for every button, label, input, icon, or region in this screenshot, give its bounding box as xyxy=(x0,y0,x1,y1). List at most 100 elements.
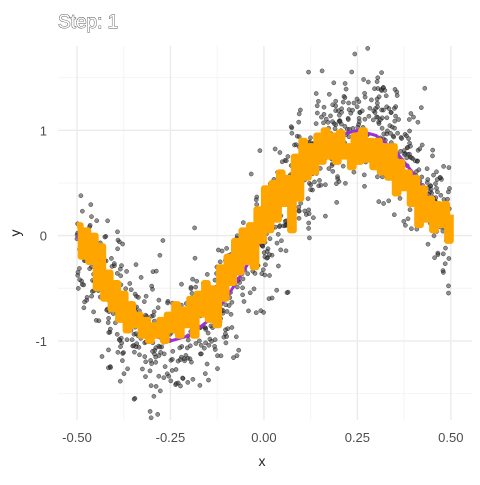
scatter-point xyxy=(106,347,111,353)
scatter-point xyxy=(262,272,268,278)
scatter-point xyxy=(257,148,263,153)
scatter-point xyxy=(185,337,191,343)
scatter-point xyxy=(252,271,258,276)
scatter-point xyxy=(361,77,366,82)
scatter-point xyxy=(393,113,398,119)
scatter-point xyxy=(114,331,120,337)
scatter-point xyxy=(435,252,441,257)
scatter-point xyxy=(362,116,368,122)
scatter-point xyxy=(331,80,337,86)
scatter-point xyxy=(376,199,382,204)
scatter-point xyxy=(131,396,137,402)
scatter-point xyxy=(206,377,211,383)
scatter-point xyxy=(411,114,416,120)
scatter-point xyxy=(170,348,176,354)
scatter-point xyxy=(375,174,380,180)
scatter-point xyxy=(392,125,397,131)
scatter-point xyxy=(362,90,367,96)
scatter-point xyxy=(115,246,120,252)
scatter-point xyxy=(129,337,135,343)
scatter-point xyxy=(81,282,87,288)
scatter-point xyxy=(277,224,282,229)
scatter-point xyxy=(143,312,149,318)
scatter-point xyxy=(141,299,147,304)
scatter-point xyxy=(121,350,126,355)
scatter-point xyxy=(102,234,108,240)
scatter-point xyxy=(148,358,153,363)
scatter-point xyxy=(142,354,148,359)
scatter-point xyxy=(203,327,209,332)
scatter-point xyxy=(374,100,380,106)
scatter-point xyxy=(219,248,225,254)
scatter-point xyxy=(415,119,421,125)
scatter-point xyxy=(173,381,179,386)
scatter-point xyxy=(394,93,400,98)
scatter-point xyxy=(296,119,302,125)
scatter-point xyxy=(323,213,328,219)
scatter-point xyxy=(157,344,163,350)
scatter-point xyxy=(399,136,404,141)
scatter-point xyxy=(402,152,407,157)
scatter-point xyxy=(189,291,195,296)
scatter-point xyxy=(343,180,348,186)
scatter-point xyxy=(153,359,159,365)
scatter-point xyxy=(233,334,239,340)
scatter-point xyxy=(333,98,339,104)
scatter-point xyxy=(379,115,385,121)
scatter-point xyxy=(264,255,270,261)
scatter-point xyxy=(362,94,368,100)
scatter-point xyxy=(279,238,284,244)
scatter-point xyxy=(419,174,425,180)
scatter-point xyxy=(354,104,360,110)
scatter-point xyxy=(264,249,270,254)
scatter-point xyxy=(115,237,121,243)
scatter-point xyxy=(240,276,246,282)
scatter-point xyxy=(302,208,308,214)
scatter-point xyxy=(381,201,386,206)
scatter-point xyxy=(263,262,268,268)
scatter-point xyxy=(240,285,245,291)
scatter-point xyxy=(155,412,161,417)
scatter-point xyxy=(229,325,235,330)
scatter-point xyxy=(143,359,149,365)
scatter-point xyxy=(118,273,124,279)
scatter-point xyxy=(106,365,111,371)
scatter-point xyxy=(169,368,175,373)
scatter-point xyxy=(165,300,170,306)
scatter-point xyxy=(379,107,385,113)
scatter-point xyxy=(446,165,452,170)
scatter-point xyxy=(180,375,185,381)
scatter-point xyxy=(376,94,382,100)
scatter-point xyxy=(345,117,351,122)
scatter-point xyxy=(229,299,235,305)
scatter-point xyxy=(417,146,423,152)
scatter-point xyxy=(431,172,436,178)
scatter-point xyxy=(197,383,203,388)
scatter-point xyxy=(314,103,320,109)
scatter-point xyxy=(361,172,367,178)
scatter-point xyxy=(80,208,85,214)
scatter-point xyxy=(365,46,371,51)
scatter-point xyxy=(442,261,448,267)
scatter-point xyxy=(409,226,414,232)
scatter-point xyxy=(147,368,153,374)
scatter-point xyxy=(369,97,374,103)
scatter-point xyxy=(434,177,440,182)
scatter-point xyxy=(184,345,190,351)
scatter-point xyxy=(283,248,289,254)
scatter-point xyxy=(266,296,272,302)
scatter-point xyxy=(336,112,342,118)
scatter-point xyxy=(253,310,259,316)
scatter-point xyxy=(168,378,174,384)
scatter-point xyxy=(125,366,130,372)
scatter-point xyxy=(212,344,217,349)
scatter-point xyxy=(156,297,162,303)
scatter-point xyxy=(143,293,149,299)
scatter-point xyxy=(330,169,336,174)
scatter-point xyxy=(317,178,322,183)
scatter-point xyxy=(253,197,259,203)
scatter-point xyxy=(114,271,120,276)
scatter-point xyxy=(254,202,260,207)
scatter-point xyxy=(431,233,437,239)
scatter-point xyxy=(306,69,311,75)
